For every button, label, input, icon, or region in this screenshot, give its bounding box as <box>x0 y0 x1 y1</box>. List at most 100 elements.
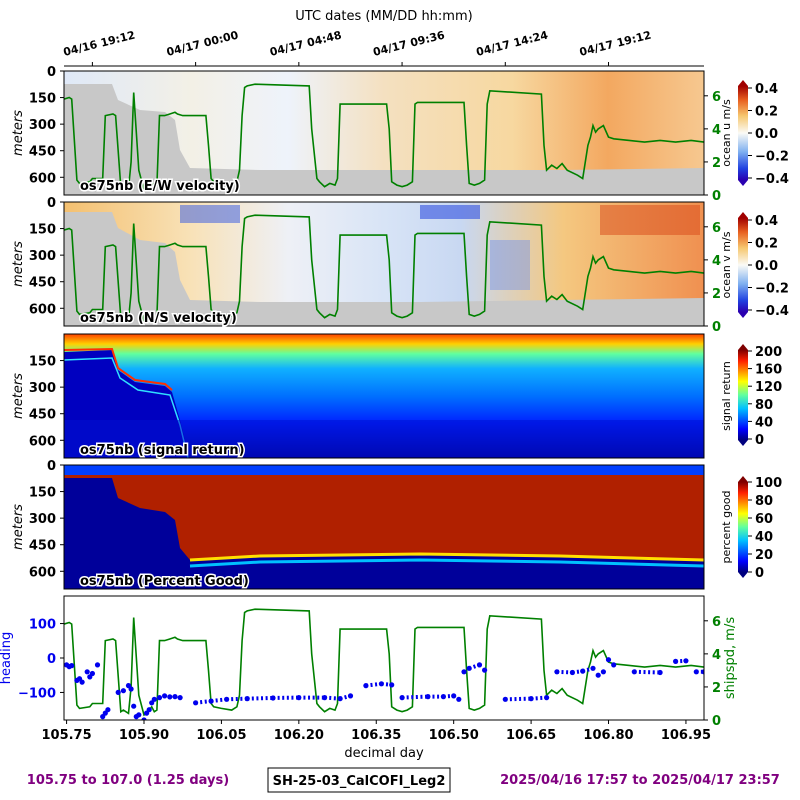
heading-point <box>482 667 488 673</box>
day-tick-label: 105.75 <box>41 728 91 743</box>
heading-point <box>451 693 457 699</box>
colorbar-tick-label: 20 <box>755 548 773 563</box>
heading-run <box>381 681 392 687</box>
panel-percent-good: os75nb (Percent Good) meters 0 150 300 450 6… <box>11 459 782 591</box>
heading-point <box>461 669 467 675</box>
colorbar-tick-label: −0.4 <box>755 172 789 187</box>
top-axis-title: UTC dates (MM/DD hh:mm) <box>295 9 472 24</box>
percent-good-yticks: 0 150 300 450 600 <box>29 459 64 580</box>
heading-point <box>172 694 178 700</box>
shipspeed-tick-label: 0 <box>712 714 721 729</box>
shipspeed-axis-ticks: 6 4 2 0 <box>704 615 721 729</box>
heading-point <box>611 662 617 668</box>
heading-axis-label: heading <box>0 632 14 685</box>
signal-ylabel: meters <box>11 373 26 419</box>
colorbar-tick-label: 0.4 <box>755 214 778 229</box>
top-date-ticks: 04/16 19:12 04/17 00:00 04/17 04:48 04/17 0… <box>62 28 653 66</box>
heading-run <box>505 696 532 702</box>
percent-good-colorbar-label: percent good <box>720 490 733 563</box>
ew-bottom-mask <box>64 84 704 195</box>
decimal-day-ticks: 105.75 105.90 106.05 106.20 106.35 106.50 106.… <box>41 720 711 743</box>
ew-colorbar-ticks: 0.4 0.2 0.0 −0.2 −0.4 <box>748 82 789 187</box>
day-tick-label: 106.35 <box>351 728 401 743</box>
percent-good-ylabel: meters <box>11 504 26 550</box>
panel-signal-return: os75nb (signal return) meters 150 300 450 6… <box>11 333 782 460</box>
depth-tick-label: 150 <box>29 486 56 501</box>
depth-tick-label: 600 <box>29 434 56 449</box>
ew-plot-frame <box>63 70 705 196</box>
depth-tick-label: 150 <box>29 355 56 370</box>
ns-panel-label: os75nb (N/S velocity) <box>80 311 237 326</box>
ns-colorbar <box>738 218 748 312</box>
cruise-id-box <box>267 767 451 793</box>
ns-bottom-mask <box>64 212 704 326</box>
colorbar-tick-label: −0.2 <box>755 150 789 165</box>
speed-tick-label: 2 <box>712 156 721 171</box>
colorbar-tick-label: 200 <box>755 345 782 360</box>
heading-run <box>572 669 583 675</box>
colorbar-tick-label: 0.0 <box>755 127 778 142</box>
heading-tick-label: 100 <box>29 618 56 633</box>
shipspeed-tick-label: 4 <box>712 648 721 663</box>
depth-tick-label: 600 <box>29 565 56 580</box>
heading-point <box>79 679 85 685</box>
heading-point <box>177 695 183 701</box>
heading-point <box>131 703 137 709</box>
percent-good-panel-label: os75nb (Percent Good) <box>80 574 249 589</box>
depth-tick-label: 0 <box>47 196 56 211</box>
depth-tick-label: 300 <box>29 249 56 264</box>
top-tick-label: 04/17 14:24 <box>475 28 550 58</box>
ns-shipspeed-line <box>64 214 704 323</box>
shipspeed-axis-label: shipspd, m/s <box>723 617 738 699</box>
decimal-day-label: decimal day <box>344 746 424 761</box>
heading-point <box>595 672 601 678</box>
colorbar-tick-label: −0.4 <box>755 304 789 319</box>
speed-tick-label: 4 <box>712 254 721 269</box>
heading-point <box>156 695 163 701</box>
ns-colorbar-label: ocean v m/s <box>720 231 733 298</box>
day-tick-label: 106.20 <box>274 728 324 743</box>
day-tick-label: 106.05 <box>196 728 246 743</box>
depth-tick-label: 300 <box>29 381 56 396</box>
ew-colorbar <box>738 86 748 180</box>
colorbar-tick-label: 0.2 <box>755 237 778 252</box>
colorbar-tick-label: 40 <box>755 530 773 545</box>
colorbar-tick-label: 100 <box>755 476 782 491</box>
shipspeed-tick-label: 6 <box>712 615 721 630</box>
heading-run <box>226 696 248 702</box>
day-tick-label: 105.90 <box>119 728 169 743</box>
speed-tick-label: 6 <box>712 221 721 236</box>
depth-tick-label: 600 <box>29 171 56 186</box>
ns-colorbar-ticks: 0.4 0.2 0.0 −0.2 −0.4 <box>748 214 789 319</box>
cruise-id-caption: SH-25-03_CalCOFI_Leg2 <box>273 774 446 789</box>
signal-yticks: 150 300 450 600 <box>29 355 64 449</box>
colorbar-tick-label: 60 <box>755 512 773 527</box>
heading-point <box>69 663 75 669</box>
signal-colorbar-ticks: 200 160 120 80 40 0 <box>748 345 782 448</box>
depth-tick-label: 300 <box>29 512 56 527</box>
shipspeed-line <box>64 608 704 717</box>
colorbar-tick-label: 0 <box>755 566 764 581</box>
ew-ylabel: meters <box>11 110 26 156</box>
depth-tick-label: 450 <box>29 408 56 423</box>
heading-points <box>64 657 704 720</box>
heading-point <box>141 717 147 720</box>
colorbar-tick-label: 80 <box>755 494 773 509</box>
ew-yticks: 0 150 300 450 600 <box>29 65 64 186</box>
heading-point <box>146 707 152 713</box>
colorbar-tick-label: 0.2 <box>755 105 778 120</box>
heading-run <box>443 693 454 699</box>
time-range-caption: 2025/04/16 17:57 to 2025/04/17 23:57 <box>500 773 780 788</box>
colorbar-tick-label: 160 <box>755 363 782 378</box>
heading-run <box>247 695 274 701</box>
day-range-caption: 105.75 to 107.0 (1.25 days) <box>27 773 229 788</box>
percent-good-plot-frame <box>63 464 705 590</box>
speed-tick-label: 6 <box>712 90 721 105</box>
heading-point <box>151 696 157 702</box>
ew-shipspeed-line <box>64 83 704 192</box>
heading-point <box>600 669 607 675</box>
colorbar-tick-label: 0.0 <box>755 259 778 274</box>
signal-colorbar-label: signal return <box>720 361 733 431</box>
ns-right-ticks: 6 4 2 0 <box>704 221 721 335</box>
